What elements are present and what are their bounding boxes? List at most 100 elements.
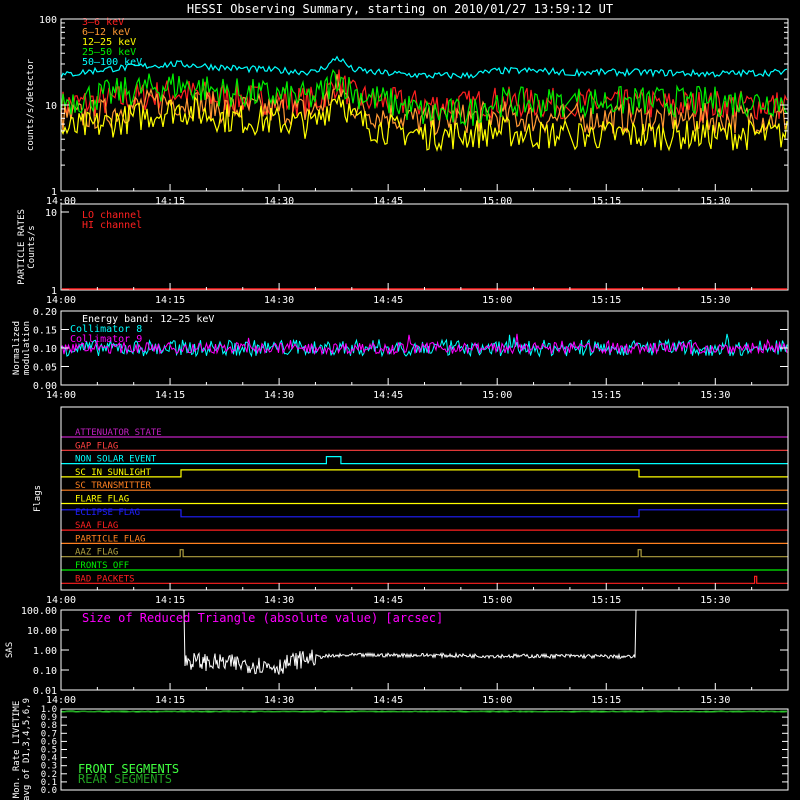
particle-xtick-label: 15:30 bbox=[700, 295, 730, 306]
particle-xtick-label: 14:30 bbox=[264, 295, 294, 306]
flag-label: FRONTS OFF bbox=[75, 561, 129, 571]
flag-label: PARTICLE FLAG bbox=[75, 534, 145, 544]
flags-xtick-label: 14:00 bbox=[46, 595, 76, 606]
count-rate-ytick-label: 100 bbox=[39, 15, 57, 26]
particle-xtick-label: 15:00 bbox=[482, 295, 512, 306]
modulation-ylabel-line: Normalized bbox=[12, 321, 22, 375]
flag-label: SC IN SUNLIGHT bbox=[75, 468, 151, 478]
sas-ylabel: SAS bbox=[5, 642, 15, 658]
modulation-xtick-label: 14:45 bbox=[373, 390, 403, 401]
count-rate-line bbox=[60, 94, 788, 152]
flags-xtick-label: 14:30 bbox=[264, 595, 294, 606]
flags-xtick-label: 14:45 bbox=[373, 595, 403, 606]
count-rate-xtick-label: 15:15 bbox=[591, 196, 621, 207]
figure-title: HESSI Observing Summary, starting on 201… bbox=[187, 2, 613, 16]
count-rate-ytick-label: 1 bbox=[51, 187, 57, 198]
count-rate-xtick-label: 15:30 bbox=[700, 196, 730, 207]
livetime-ytick-label: 1.0 bbox=[41, 705, 57, 715]
modulation-xtick-label: 14:30 bbox=[264, 390, 294, 401]
flag-label: GAP FLAG bbox=[75, 441, 118, 451]
livetime-line bbox=[61, 710, 788, 713]
count-rate-ylabel: counts/s/detector bbox=[26, 58, 36, 151]
livetime-ytick-label: 0.0 bbox=[41, 786, 57, 796]
particle-ylabel-line: Counts/s bbox=[27, 225, 37, 268]
modulation-xtick-label: 15:30 bbox=[700, 390, 730, 401]
sas-ytick-label: 100.00 bbox=[21, 606, 57, 617]
modulation-ytick-label: 0.00 bbox=[33, 381, 57, 392]
flag-label: ATTENUATOR STATE bbox=[75, 428, 162, 438]
sas-xtick-label: 14:30 bbox=[264, 695, 294, 706]
sas-line bbox=[179, 609, 637, 675]
sas-xtick-label: 14:15 bbox=[155, 695, 185, 706]
livetime-ytick-label: 0.2 bbox=[41, 770, 57, 780]
count-rate-ylabel-line: counts/s/detector bbox=[26, 58, 36, 151]
modulation-line bbox=[60, 333, 788, 358]
flag-label: FLARE FLAG bbox=[75, 495, 129, 505]
sas-ylabel-line: SAS bbox=[5, 642, 15, 658]
livetime-ytick-label: 0.7 bbox=[41, 729, 57, 739]
count-rate-legend-label: 12–25 keV bbox=[82, 37, 136, 48]
particle-ylabel: PARTICLE RATESCounts/s bbox=[17, 209, 37, 285]
modulation-line bbox=[60, 333, 788, 356]
livetime-ytick-label: 0.8 bbox=[41, 721, 57, 731]
flag-line bbox=[61, 469, 788, 478]
count-rate-line bbox=[60, 68, 788, 127]
flag-label: AAZ FLAG bbox=[75, 548, 118, 558]
particle-ytick-label: 1 bbox=[51, 286, 57, 297]
sas-annotation: Size of Reduced Triangle (absolute value… bbox=[82, 611, 443, 625]
sas-xtick-label: 14:00 bbox=[46, 695, 76, 706]
particle-legend-label: HI channel bbox=[82, 220, 142, 231]
sas-xtick-label: 15:15 bbox=[591, 695, 621, 706]
sas-ytick-label: 1.00 bbox=[33, 646, 57, 657]
flags-ylabel: Flags bbox=[33, 485, 43, 512]
flag-line bbox=[61, 549, 788, 558]
livetime-ytick-label: 0.6 bbox=[41, 737, 57, 747]
count-rate-xtick-label: 14:45 bbox=[373, 196, 403, 207]
modulation-ytick-label: 0.10 bbox=[33, 344, 57, 355]
flag-line bbox=[61, 575, 788, 584]
particle-ytick-label: 10 bbox=[45, 208, 57, 219]
livetime-ylabel: Mon. Rate LIVETIMEavg of D1,3,4,5,6,9 bbox=[12, 698, 32, 800]
count-rate-legend-label: 6–12 keV bbox=[82, 27, 130, 38]
particle-ylabel-line: PARTICLE RATES bbox=[17, 209, 27, 285]
particle-legend-label: LO channel bbox=[82, 210, 142, 221]
count-rate-xtick-label: 15:00 bbox=[482, 196, 512, 207]
flag-line bbox=[61, 509, 788, 518]
count-rate-ytick-label: 10 bbox=[45, 101, 57, 112]
particle-xtick-label: 15:15 bbox=[591, 295, 621, 306]
modulation-ylabel: Normalizedmodulation bbox=[12, 321, 32, 375]
modulation-xtick-label: 14:00 bbox=[46, 390, 76, 401]
sas-ytick-label: 10.00 bbox=[27, 626, 57, 637]
flag-label: SAA FLAG bbox=[75, 521, 118, 531]
count-rate-xtick-label: 14:00 bbox=[46, 196, 76, 207]
flags-xtick-label: 14:15 bbox=[155, 595, 185, 606]
modulation-xtick-label: 15:15 bbox=[591, 390, 621, 401]
count-rate-xtick-label: 14:15 bbox=[155, 196, 185, 207]
flag-label: BAD PACKETS bbox=[75, 574, 135, 584]
livetime-ytick-label: 0.1 bbox=[41, 778, 57, 788]
modulation-ytick-label: 0.05 bbox=[33, 363, 57, 374]
modulation-ylabel-line: modulation bbox=[22, 321, 32, 375]
livetime-legend-label: REAR SEGMENTS bbox=[78, 772, 172, 786]
livetime-ylabel-line: Mon. Rate LIVETIME bbox=[12, 701, 22, 799]
modulation-xtick-label: 15:00 bbox=[482, 390, 512, 401]
flags-ylabel-line: Flags bbox=[33, 485, 43, 512]
modulation-legend-label: Collimator 9 bbox=[70, 334, 142, 345]
particle-xtick-label: 14:15 bbox=[155, 295, 185, 306]
modulation-ytick-label: 0.20 bbox=[33, 307, 57, 318]
livetime-ytick-label: 0.4 bbox=[41, 754, 57, 764]
modulation-ytick-label: 0.15 bbox=[33, 326, 57, 337]
particle-xtick-label: 14:00 bbox=[46, 295, 76, 306]
count-rate-xtick-label: 14:30 bbox=[264, 196, 294, 207]
particle-xtick-label: 14:45 bbox=[373, 295, 403, 306]
count-rate-line bbox=[60, 55, 788, 80]
livetime-ytick-label: 0.5 bbox=[41, 746, 57, 756]
flag-label: SC TRANSMITTER bbox=[75, 481, 151, 491]
count-rate-legend-label: 50–100 keV bbox=[82, 57, 142, 68]
sas-ytick-label: 0.10 bbox=[33, 666, 57, 677]
sas-xtick-label: 15:30 bbox=[700, 695, 730, 706]
count-rate-legend-label: 3–6 keV bbox=[82, 17, 124, 28]
flag-label: NON SOLAR EVENT bbox=[75, 455, 157, 465]
count-rate-line bbox=[60, 69, 788, 123]
